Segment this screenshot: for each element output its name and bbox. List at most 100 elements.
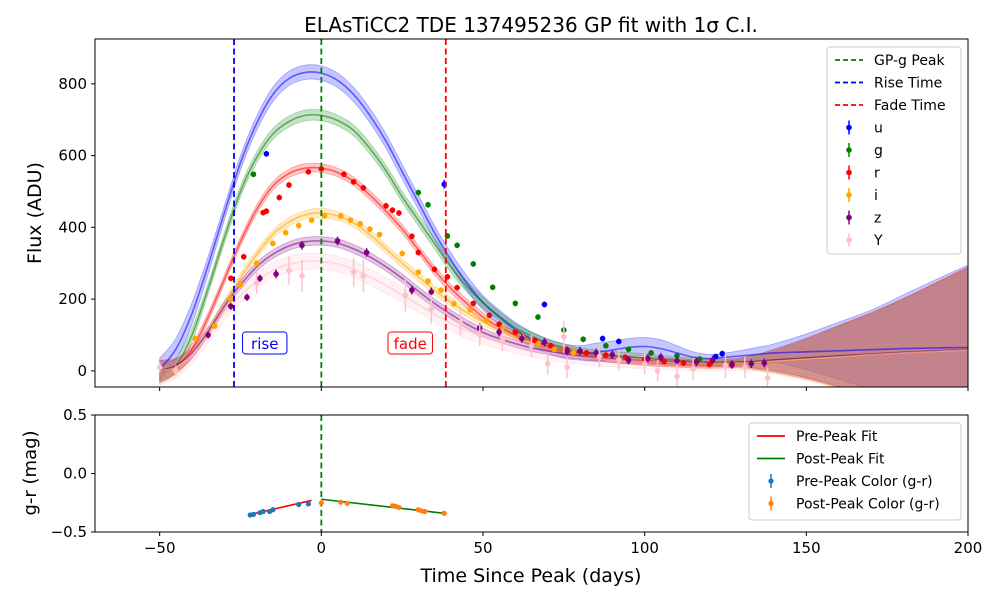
data-point-g [648, 350, 654, 356]
data-point-i [337, 213, 344, 219]
data-point-z [709, 357, 716, 363]
legend-label-z: z [874, 211, 881, 227]
data-point-y [616, 357, 622, 363]
data-point-g [454, 242, 460, 249]
color-point-post-peak-color-g-r [396, 504, 402, 511]
data-point-i [483, 317, 490, 324]
color-point-post-peak-color-g-r [422, 508, 428, 515]
data-point-i [425, 278, 431, 284]
data-point-z [593, 350, 599, 356]
data-point-r [680, 360, 687, 366]
top-y-axis-label: Flux (ADU) [24, 162, 46, 264]
data-point-r [389, 207, 396, 213]
data-point-r [603, 352, 609, 358]
data-point-r [409, 233, 415, 240]
data-point-r [383, 203, 389, 209]
color-point-post-peak-color-g-r [338, 499, 344, 505]
legend-swatch-g [846, 147, 852, 153]
data-point-z [577, 348, 583, 354]
legend-label-g: g [874, 143, 883, 159]
data-point-r [318, 166, 325, 172]
data-point-i [295, 222, 302, 229]
data-point-r [360, 185, 367, 191]
legend-swatch-u [846, 124, 852, 131]
legend-label-r: r [874, 166, 880, 182]
data-point-y [654, 368, 661, 374]
data-point-g [535, 314, 541, 320]
legend-swatch-i [846, 192, 852, 198]
color-point-pre-peak-color-g-r [260, 508, 266, 515]
data-point-i [321, 213, 328, 219]
data-point-z [541, 339, 548, 345]
data-point-i [467, 307, 473, 313]
x-tick-label: 200 [954, 539, 983, 557]
legend-label-u: u [874, 121, 883, 137]
data-point-r [583, 350, 590, 356]
x-tick-label: 50 [473, 539, 492, 557]
top-plot-area [156, 39, 968, 387]
data-point-y [156, 364, 163, 371]
data-point-y [350, 269, 357, 275]
top-y-tick-label: 200 [58, 290, 87, 308]
data-point-z [409, 287, 415, 293]
data-point-r [431, 266, 438, 273]
x-tick-label: 150 [792, 539, 821, 557]
annotation-box-rise [242, 331, 288, 355]
data-point-i [551, 346, 557, 353]
bottom-y-tick-label: 0.5 [63, 406, 87, 424]
bottom-plot-area [247, 415, 447, 532]
data-point-y [457, 319, 464, 326]
legend-label-post-peak-fit: Post-Peak Fit [796, 452, 885, 468]
bottom-panel: −0.5 0.0 0.5 −50 0 50 100 150 200 Pre-Peak Fit Pos… [51, 406, 983, 557]
data-point-u [713, 353, 719, 360]
legend-label-fade-time: Fade Time [874, 98, 946, 114]
data-point-z [693, 359, 700, 365]
data-point-y [299, 272, 305, 279]
data-point-z [761, 360, 768, 366]
data-point-g [603, 342, 609, 349]
color-point-pre-peak-color-g-r [250, 511, 257, 518]
data-point-r [415, 249, 422, 256]
data-point-i [438, 287, 444, 293]
data-point-g [470, 261, 477, 267]
legend-label-gp-g-peak: GP-g Peak [874, 53, 946, 69]
data-point-i [253, 260, 260, 267]
data-point-y [690, 366, 696, 372]
color-point-post-peak-color-g-r [318, 500, 324, 506]
legend-label-pre-peak-color-g-r: Pre-Peak Color (g-r) [796, 474, 933, 490]
data-point-r [396, 210, 402, 216]
data-point-u [599, 335, 606, 342]
data-point-g [425, 201, 431, 208]
data-point-i [308, 217, 315, 223]
data-point-i [499, 325, 506, 331]
color-point-pre-peak-color-g-r [296, 501, 302, 508]
data-point-r [350, 178, 357, 185]
legend-swatch-y [846, 237, 852, 243]
data-point-u [616, 338, 622, 345]
data-point-r [661, 358, 667, 365]
data-point-z [674, 358, 680, 364]
color-point-pre-peak-color-g-r [270, 507, 276, 513]
legend-label-pre-peak-fit: Pre-Peak Fit [796, 429, 878, 445]
top-y-tick-label: 0 [77, 362, 87, 380]
data-point-g [250, 171, 257, 178]
data-point-i [192, 335, 199, 342]
data-point-i [282, 229, 289, 236]
data-point-z [729, 361, 735, 368]
data-point-i [415, 269, 422, 275]
top-panel: rise fade 0 200 400 600 800 GP-g Peak Rise Time F… [58, 38, 969, 391]
data-point-y [360, 272, 367, 279]
data-point-r [286, 182, 292, 188]
data-point-r [276, 194, 283, 201]
bottom-y-axis-label: g-r (mag) [20, 430, 41, 515]
gp-band-z [159, 236, 968, 387]
data-point-y [402, 292, 409, 299]
data-point-y [641, 360, 648, 367]
data-point-z [228, 303, 234, 310]
top-y-tick-label: 600 [58, 147, 87, 165]
data-point-y [674, 373, 680, 380]
data-point-r [263, 208, 270, 215]
data-point-r [240, 253, 247, 260]
data-point-y [544, 360, 551, 367]
